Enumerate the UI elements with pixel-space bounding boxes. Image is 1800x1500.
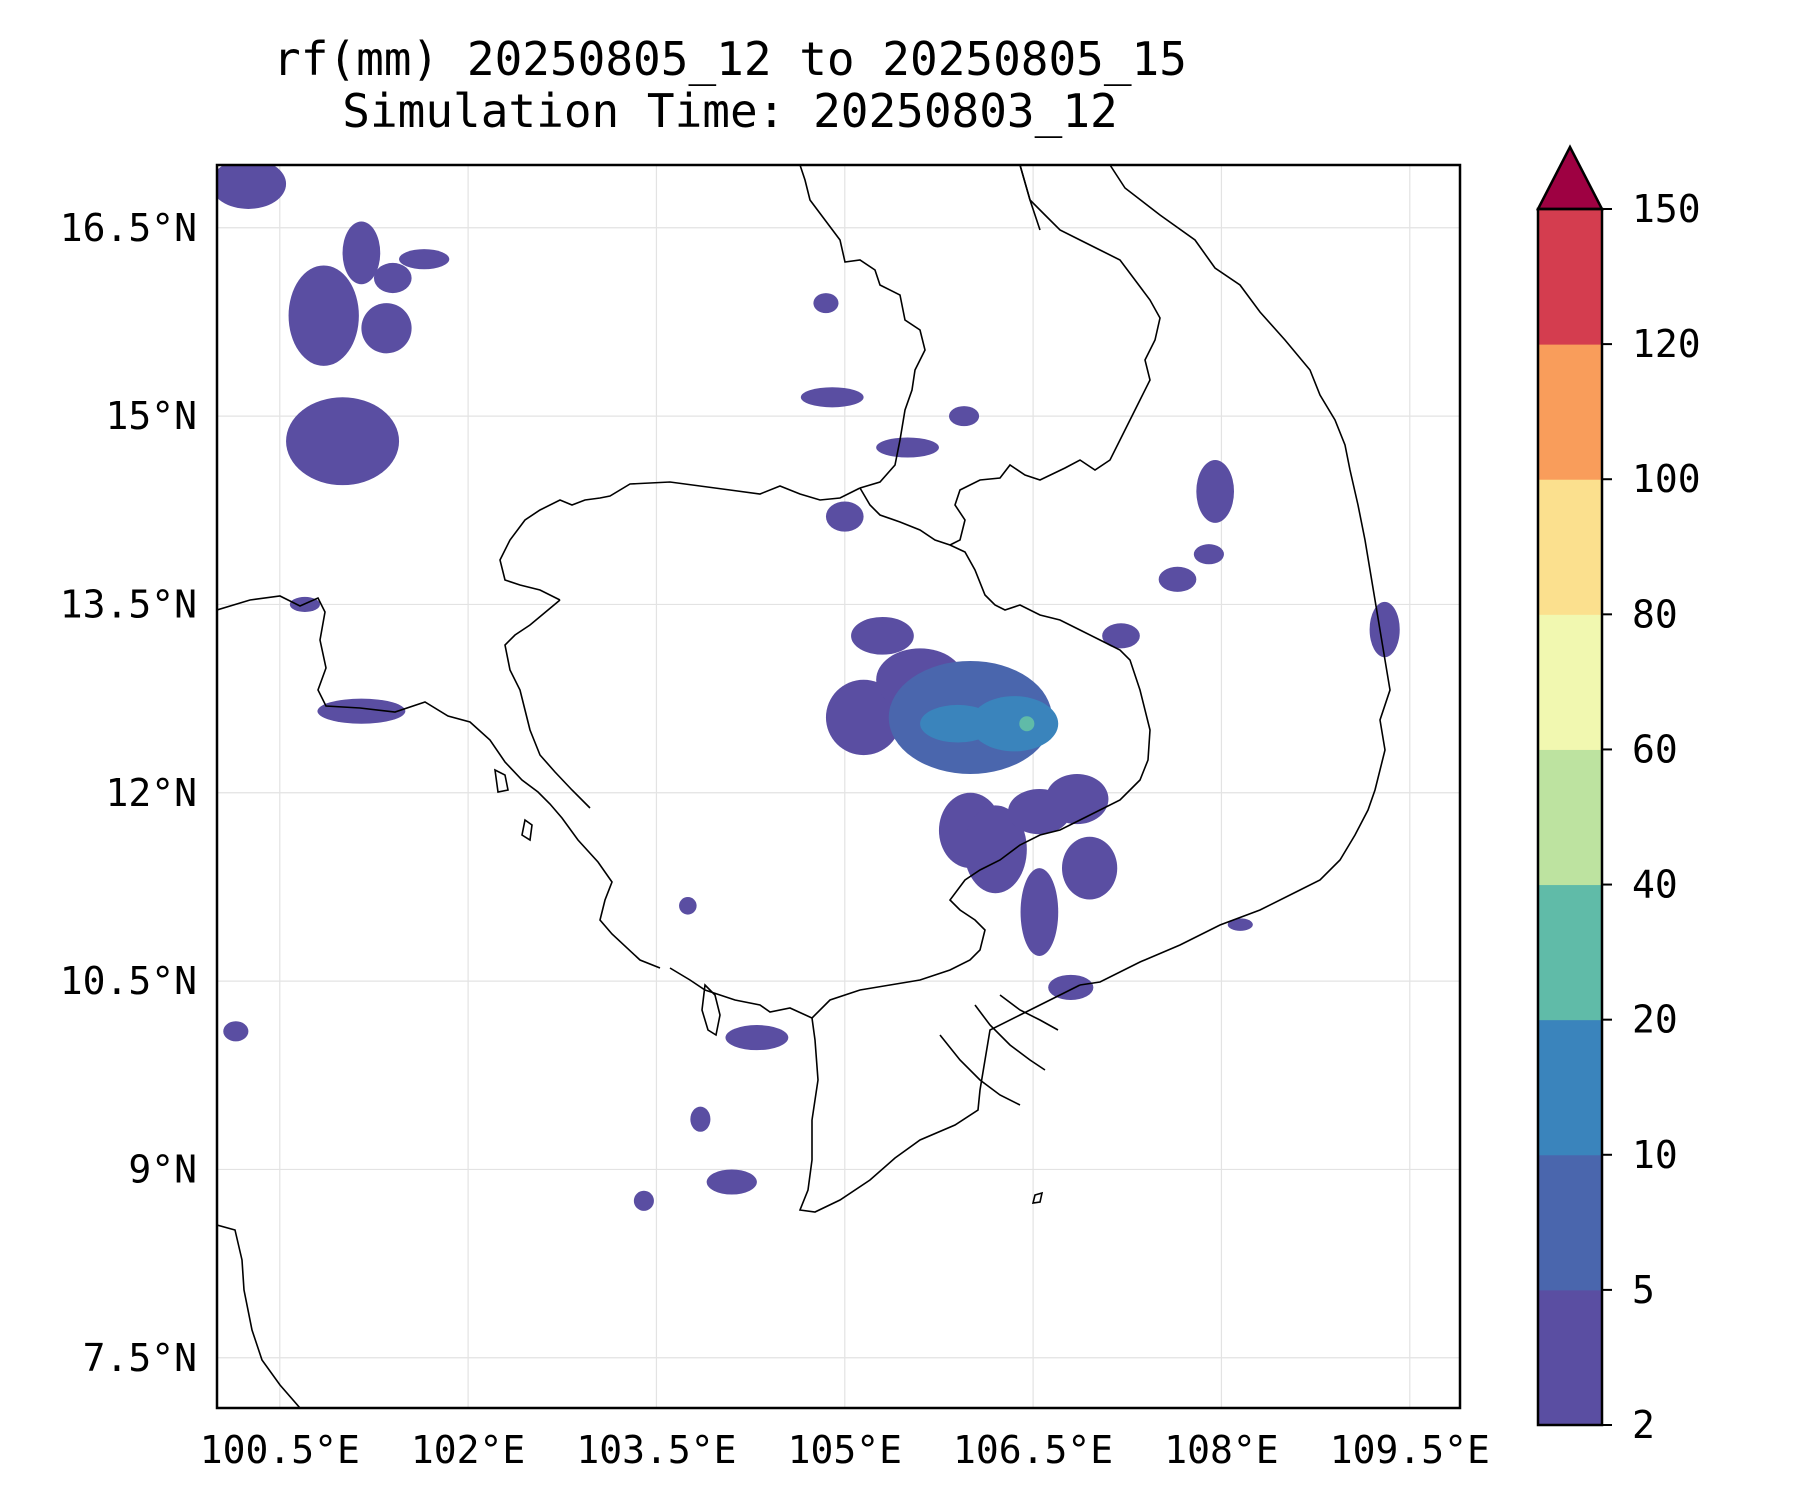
border-thailand-cambodia bbox=[499, 481, 861, 601]
y-tick-label: 7.5°N bbox=[83, 1336, 197, 1380]
x-tick-label: 103.5°E bbox=[576, 1428, 736, 1472]
delta-channel-3 bbox=[999, 994, 1059, 1031]
colorbar-segment bbox=[1538, 884, 1602, 1021]
coastline-thailand-gulf bbox=[217, 595, 661, 969]
rain-cell bbox=[679, 896, 697, 915]
border-laos-vietnam bbox=[949, 165, 1161, 546]
island-small-1 bbox=[494, 768, 509, 793]
colorbar-label: 40 bbox=[1632, 863, 1678, 907]
coastline-vietnam-east bbox=[1079, 165, 1391, 986]
colorbar-label: 80 bbox=[1632, 592, 1678, 636]
island-small-2 bbox=[521, 818, 533, 842]
colorbar-label: 150 bbox=[1632, 187, 1701, 231]
plot-title-line2: Simulation Time: 20250803_12 bbox=[342, 84, 1118, 138]
colorbar-segment bbox=[1538, 614, 1602, 750]
y-tick-label: 10.5°N bbox=[60, 959, 197, 1003]
colorbar-segment bbox=[1538, 749, 1602, 886]
rain-cell bbox=[342, 221, 381, 285]
island-phuquoc bbox=[701, 983, 721, 1037]
rain-cell bbox=[217, 165, 287, 209]
colorbar-segment bbox=[1538, 209, 1602, 345]
plot-title-line1: rf(mm) 20250805_12 to 20250805_15 bbox=[273, 32, 1187, 86]
y-axis-ticks: 16.5°N 15°N 13.5°N 12°N 10.5°N 9°N 7.5°N bbox=[60, 206, 197, 1380]
colorbar-segment bbox=[1538, 1289, 1602, 1426]
x-tick-label: 100.5°E bbox=[200, 1428, 360, 1472]
rain-cell bbox=[1369, 601, 1400, 658]
x-axis-ticks: 100.5°E 102°E 103.5°E 105°E 106.5°E 108°E 109.… bbox=[200, 1428, 1490, 1472]
border-thailand-laos-north bbox=[1019, 165, 1041, 231]
rain-cell bbox=[851, 617, 914, 655]
colorbar: 2 5 10 20 40 60 80 100 120 150 bbox=[1535, 144, 1701, 1447]
colorbar-label: 100 bbox=[1632, 457, 1701, 501]
rain-cell bbox=[876, 437, 939, 458]
map-background bbox=[217, 165, 1460, 1408]
rain-cell bbox=[1020, 868, 1059, 956]
y-tick-label: 12°N bbox=[105, 771, 197, 815]
rain-cell bbox=[813, 293, 839, 314]
rain-cell bbox=[1196, 460, 1234, 523]
coastline-thai-gulf-west bbox=[217, 1224, 301, 1408]
x-tick-label: 108°E bbox=[1164, 1428, 1278, 1472]
x-tick-label: 106.5°E bbox=[953, 1428, 1113, 1472]
colorbar-extend-arrow bbox=[1535, 144, 1605, 211]
y-tick-label: 13.5°N bbox=[60, 582, 197, 626]
rain-cell bbox=[1019, 716, 1035, 732]
rainfall-contours bbox=[217, 165, 1400, 1211]
colorbar-label: 10 bbox=[1632, 1133, 1678, 1177]
rain-cell bbox=[1158, 566, 1197, 592]
rain-cell bbox=[399, 249, 450, 270]
colorbar-label: 20 bbox=[1632, 998, 1678, 1042]
border-cambodia-southwest bbox=[504, 599, 591, 809]
colorbar-segment bbox=[1538, 479, 1602, 615]
island-condao bbox=[1031, 1191, 1044, 1204]
rain-cell bbox=[286, 397, 400, 486]
colorbar-label: 60 bbox=[1632, 727, 1678, 771]
rain-cell bbox=[1045, 773, 1109, 825]
rain-cell bbox=[223, 1021, 249, 1042]
gridlines bbox=[217, 165, 1460, 1408]
colorbar-segment bbox=[1538, 1154, 1602, 1291]
border-cambodia-laos bbox=[799, 165, 926, 489]
rain-cell bbox=[725, 1025, 789, 1051]
y-tick-label: 9°N bbox=[128, 1147, 197, 1191]
rain-cell bbox=[1048, 974, 1094, 1000]
colorbar-frame bbox=[1536, 207, 1604, 1427]
rain-cell bbox=[1227, 918, 1253, 931]
rain-cell bbox=[633, 1190, 654, 1211]
colorbar-label: 120 bbox=[1632, 322, 1701, 366]
rain-cell bbox=[317, 698, 406, 724]
rain-cell bbox=[800, 387, 864, 408]
map-frame bbox=[215, 163, 1462, 1410]
x-tick-label: 105°E bbox=[788, 1428, 902, 1472]
rain-cell bbox=[920, 704, 996, 743]
colorbar-segment bbox=[1538, 1019, 1602, 1156]
delta-channel-1 bbox=[974, 1004, 1046, 1071]
y-tick-label: 16.5°N bbox=[60, 206, 197, 250]
colorbar-label: 2 bbox=[1632, 1403, 1655, 1447]
rain-cell bbox=[970, 696, 1059, 752]
rain-cell bbox=[288, 265, 359, 366]
coastlines-borders bbox=[217, 165, 1391, 1408]
rain-cell bbox=[825, 679, 902, 756]
rain-cell bbox=[1061, 836, 1118, 900]
rain-cell bbox=[825, 501, 864, 532]
x-tick-label: 109.5°E bbox=[1330, 1428, 1490, 1472]
colorbar-segment bbox=[1538, 344, 1602, 480]
coastline-mekong-delta bbox=[669, 967, 1081, 1213]
rain-cell bbox=[690, 1106, 711, 1132]
border-cambodia-vietnam bbox=[811, 487, 1151, 1019]
delta-channel-2 bbox=[939, 1034, 1021, 1106]
rain-cell bbox=[361, 303, 412, 354]
rain-cell bbox=[706, 1169, 757, 1195]
rain-cell bbox=[948, 406, 980, 427]
rain-cell bbox=[1102, 623, 1140, 649]
colorbar-label: 5 bbox=[1632, 1268, 1655, 1312]
rain-cell bbox=[964, 805, 1027, 894]
x-tick-label: 102°E bbox=[411, 1428, 525, 1472]
rain-cell bbox=[1193, 544, 1224, 565]
rain-cell bbox=[373, 262, 412, 294]
y-tick-label: 15°N bbox=[105, 394, 197, 438]
